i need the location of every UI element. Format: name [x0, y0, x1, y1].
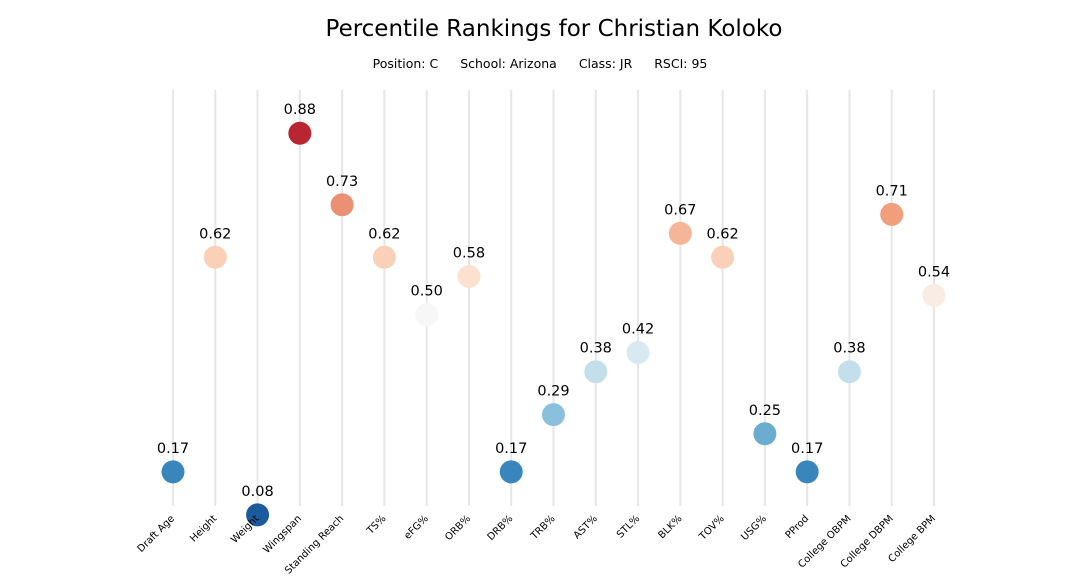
x-tick-label-weight: Weight — [229, 513, 261, 545]
data-label-standing-reach: 0.73 — [326, 174, 358, 190]
data-label-draft-age: 0.17 — [157, 441, 189, 457]
data-label-height: 0.62 — [199, 226, 231, 242]
data-point-college-obpm — [837, 360, 861, 384]
data-point-trb-pct — [542, 403, 565, 427]
data-point-weight — [246, 503, 270, 527]
data-label-trb-pct: 0.29 — [537, 384, 569, 400]
data-point-stl-pct — [626, 341, 650, 365]
data-label-stl-pct: 0.42 — [622, 322, 654, 338]
data-point-ts-pct — [372, 245, 396, 269]
chart-title: Percentile Rankings for Christian Koloko — [325, 16, 783, 42]
data-point-wingspan — [288, 121, 312, 145]
data-point-ast-pct — [584, 360, 608, 384]
data-point-drb-pct — [499, 460, 523, 484]
data-point-pprod — [795, 460, 819, 484]
data-point-blk-pct — [668, 221, 692, 245]
data-point-orb-pct — [457, 264, 481, 288]
data-point-college-dbpm — [880, 202, 904, 226]
data-label-college-bpm: 0.54 — [918, 264, 950, 280]
data-label-ts-pct: 0.62 — [368, 226, 400, 242]
subtitle-rsci: RSCI: 95 — [654, 56, 708, 71]
data-label-drb-pct: 0.17 — [495, 441, 527, 457]
data-label-tov-pct: 0.62 — [706, 226, 738, 242]
x-tick-label-tov-pct: TOV% — [697, 513, 727, 543]
data-label-orb-pct: 0.58 — [453, 245, 485, 261]
x-tick-label-stl-pct: STL% — [615, 513, 642, 540]
data-label-college-obpm: 0.38 — [833, 341, 865, 357]
chart-subtitle: Position: C School: Arizona Class: JR RS… — [0, 56, 1080, 71]
data-point-college-bpm — [922, 283, 946, 307]
data-point-efg-pct — [415, 303, 439, 326]
data-point-draft-age — [161, 460, 185, 484]
x-tick-label-drb-pct: DRB% — [486, 513, 516, 543]
x-tick-label-orb-pct: ORB% — [443, 513, 473, 543]
subtitle-class: Class: JR — [578, 56, 633, 71]
x-tick-label-blk-pct: BLK% — [657, 513, 685, 541]
x-tick-label-usg-pct: USG% — [739, 513, 769, 543]
data-label-wingspan: 0.88 — [284, 102, 316, 118]
data-label-college-dbpm: 0.71 — [876, 183, 908, 199]
data-label-blk-pct: 0.67 — [664, 202, 696, 218]
data-point-tov-pct — [711, 245, 735, 269]
data-point-height — [203, 245, 227, 269]
x-tick-label-pprod: PProd — [784, 513, 812, 541]
x-tick-label-trb-pct: TRB% — [528, 513, 557, 542]
data-label-usg-pct: 0.25 — [749, 403, 781, 419]
x-tick-label-ts-pct: TS% — [364, 513, 388, 537]
subtitle-school: School: Arizona — [460, 56, 557, 71]
x-tick-label-draft-age: Draft Age — [136, 513, 178, 555]
data-label-efg-pct: 0.50 — [411, 284, 443, 300]
x-tick-label-ast-pct: AST% — [572, 513, 600, 541]
data-point-standing-reach — [330, 193, 354, 217]
data-point-usg-pct — [753, 422, 777, 446]
data-label-weight: 0.08 — [241, 484, 273, 500]
x-tick-label-efg-pct: eFG% — [402, 513, 430, 541]
data-label-pprod: 0.17 — [791, 441, 823, 457]
data-label-ast-pct: 0.38 — [580, 341, 612, 357]
x-tick-label-height: Height — [188, 513, 219, 544]
subtitle-position: Position: C — [372, 56, 439, 71]
